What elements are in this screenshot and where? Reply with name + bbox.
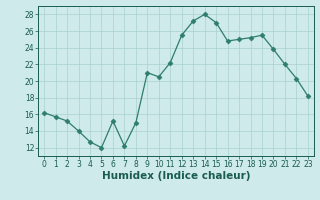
X-axis label: Humidex (Indice chaleur): Humidex (Indice chaleur) [102, 171, 250, 181]
